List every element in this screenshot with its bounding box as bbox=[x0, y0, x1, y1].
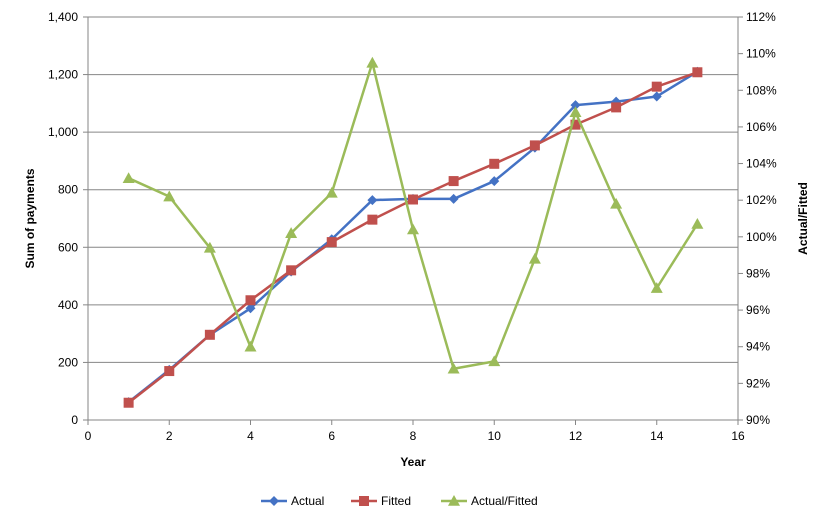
legend-label: Actual bbox=[291, 494, 324, 508]
series-actual bbox=[123, 66, 703, 408]
data-point-actual-fitted bbox=[407, 223, 419, 235]
data-point-fitted bbox=[204, 329, 215, 340]
data-point-actual bbox=[651, 91, 662, 102]
y-tick-label: 1,000 bbox=[48, 125, 78, 139]
y-tick-label: 1,400 bbox=[48, 10, 78, 24]
x-tick-label: 0 bbox=[85, 429, 92, 443]
data-point-actual-fitted bbox=[447, 362, 460, 374]
y-tick-label: 1,200 bbox=[48, 68, 78, 82]
data-point-fitted bbox=[651, 81, 662, 92]
legend-marker bbox=[269, 496, 279, 506]
tick-labels: 0 2 4 6 8 10 12 14 16 0 200 400 600 800 1,000 1,200 1,40… bbox=[48, 10, 777, 443]
data-point-actual bbox=[570, 100, 581, 111]
legend-item-actual-fitted: Actual/Fitted bbox=[441, 494, 538, 508]
data-point-fitted bbox=[448, 176, 459, 187]
x-axis-title: Year bbox=[400, 455, 426, 469]
y2-tick-label: 100% bbox=[746, 230, 777, 244]
data-point-fitted bbox=[570, 119, 581, 130]
x-tick-label: 10 bbox=[488, 429, 502, 443]
y2-tick-label: 94% bbox=[746, 340, 770, 354]
data-point-actual-fitted bbox=[650, 282, 663, 293]
y2-tick-label: 96% bbox=[746, 303, 770, 317]
y2-tick-label: 98% bbox=[746, 266, 770, 280]
data-point-actual-fitted bbox=[285, 227, 298, 238]
x-tick-label: 6 bbox=[328, 429, 335, 443]
series-fitted bbox=[123, 67, 703, 408]
y-tick-label: 200 bbox=[58, 355, 78, 369]
data-point-actual-fitted bbox=[203, 241, 216, 253]
data-point-actual-fitted bbox=[610, 197, 623, 209]
data-point-fitted bbox=[164, 366, 175, 377]
legend-label: Actual/Fitted bbox=[471, 494, 538, 508]
y-tick-label: 400 bbox=[58, 298, 78, 312]
y2-tick-label: 90% bbox=[746, 413, 770, 427]
axes bbox=[83, 16, 743, 425]
y-axis-title: Sum of payments bbox=[23, 168, 37, 268]
data-point-actual-fitted bbox=[528, 252, 541, 264]
data-point-actual-fitted bbox=[163, 190, 176, 202]
data-point-fitted bbox=[489, 158, 500, 169]
y2-axis-title: Actual/Fitted bbox=[796, 182, 810, 255]
data-point-actual-fitted bbox=[488, 355, 501, 367]
y-tick-label: 800 bbox=[58, 183, 78, 197]
gridlines bbox=[88, 16, 738, 363]
y2-tick-label: 104% bbox=[746, 157, 777, 171]
legend-marker bbox=[448, 495, 460, 506]
x-tick-label: 8 bbox=[410, 429, 417, 443]
legend-marker bbox=[359, 496, 369, 506]
data-point-fitted bbox=[408, 194, 418, 205]
legend-item-actual: Actual bbox=[261, 494, 324, 508]
x-tick-label: 2 bbox=[166, 429, 173, 443]
x-tick-label: 14 bbox=[650, 429, 664, 443]
data-point-fitted bbox=[245, 295, 256, 306]
y2-tick-label: 92% bbox=[746, 376, 770, 390]
data-point-actual-fitted bbox=[325, 186, 338, 198]
data-point-actual bbox=[245, 303, 256, 314]
data-point-actual-fitted bbox=[569, 106, 582, 118]
x-tick-label: 16 bbox=[731, 429, 745, 443]
x-tick-label: 4 bbox=[247, 429, 254, 443]
legend-item-fitted: Fitted bbox=[351, 494, 411, 508]
series-actual-fitted bbox=[122, 56, 704, 374]
y2-tick-label: 112% bbox=[746, 10, 776, 24]
data-point-actual-fitted bbox=[366, 56, 379, 68]
data-point-fitted bbox=[326, 237, 337, 248]
data-point-fitted bbox=[611, 102, 622, 113]
y2-tick-label: 110% bbox=[746, 47, 776, 61]
data-point-fitted bbox=[367, 214, 378, 225]
data-point-actual bbox=[489, 176, 500, 187]
y2-tick-label: 108% bbox=[746, 83, 777, 97]
y2-tick-label: 102% bbox=[746, 193, 777, 207]
legend-label: Fitted bbox=[381, 494, 411, 508]
series bbox=[122, 56, 704, 408]
data-point-actual bbox=[448, 193, 459, 204]
series-line-actual bbox=[127, 70, 699, 404]
y2-tick-label: 106% bbox=[746, 120, 777, 134]
series-line-fitted bbox=[127, 71, 698, 404]
data-point-fitted bbox=[529, 140, 540, 151]
data-point-fitted bbox=[123, 397, 134, 408]
data-point-actual-fitted bbox=[691, 217, 704, 229]
data-point-fitted bbox=[692, 67, 703, 78]
legend: Actual Fitted Actual/Fitted bbox=[261, 494, 538, 508]
data-point-actual-fitted bbox=[244, 340, 257, 352]
data-point-fitted bbox=[286, 265, 297, 276]
data-point-actual-fitted bbox=[122, 172, 135, 183]
x-tick-label: 12 bbox=[569, 429, 583, 443]
data-point-actual bbox=[367, 195, 378, 206]
y-tick-label: 600 bbox=[58, 240, 78, 254]
y-tick-label: 0 bbox=[71, 413, 78, 427]
